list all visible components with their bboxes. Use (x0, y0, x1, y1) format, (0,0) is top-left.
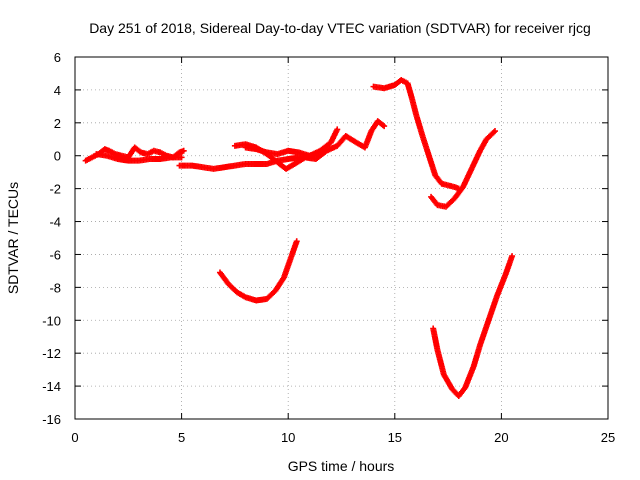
data-point (312, 151, 319, 158)
data-point (178, 154, 185, 161)
data-point (381, 123, 388, 130)
data-series (231, 118, 388, 172)
x-tick-label: 15 (388, 430, 402, 445)
x-tick-label: 25 (601, 430, 615, 445)
grid-lines (75, 57, 608, 419)
data-point (334, 126, 341, 133)
plot-frame (74, 56, 609, 420)
data-points (82, 77, 516, 399)
data-series (430, 253, 516, 399)
x-tick-label: 0 (71, 430, 78, 445)
y-tick-label: 4 (54, 83, 61, 98)
data-series (176, 126, 341, 172)
y-tick-label: -16 (42, 412, 61, 427)
data-point (509, 253, 516, 260)
data-series (242, 144, 319, 159)
y-tick-label: 0 (54, 149, 61, 164)
y-axis-label: SDTVAR / TECUs (5, 182, 21, 294)
chart-title: Day 251 of 2018, Sidereal Day-to-day VTE… (89, 20, 591, 36)
data-series (216, 238, 300, 304)
axis-ticks: 0 5 10 15 20 25 -16 -14 -12 -10 -8 -6 -4 -2 0 2 4 6 (42, 50, 615, 445)
y-tick-label: 2 (54, 116, 61, 131)
data-series (370, 77, 462, 192)
data-series (428, 128, 499, 210)
y-tick-label: -10 (42, 313, 61, 328)
x-tick-label: 20 (494, 430, 508, 445)
x-tick-label: 5 (178, 430, 185, 445)
x-tick-label: 10 (281, 430, 295, 445)
y-tick-label: -4 (49, 215, 61, 230)
y-tick-label: -6 (49, 247, 61, 262)
y-tick-label: 6 (54, 50, 61, 65)
data-series (93, 151, 185, 164)
data-point (293, 238, 300, 245)
data-point (180, 147, 187, 154)
y-tick-label: -12 (42, 346, 61, 361)
y-tick-label: -14 (42, 379, 61, 394)
x-axis-label: GPS time / hours (288, 458, 395, 474)
y-tick-label: -8 (49, 280, 61, 295)
y-tick-label: -2 (49, 182, 61, 197)
data-point (492, 128, 499, 135)
